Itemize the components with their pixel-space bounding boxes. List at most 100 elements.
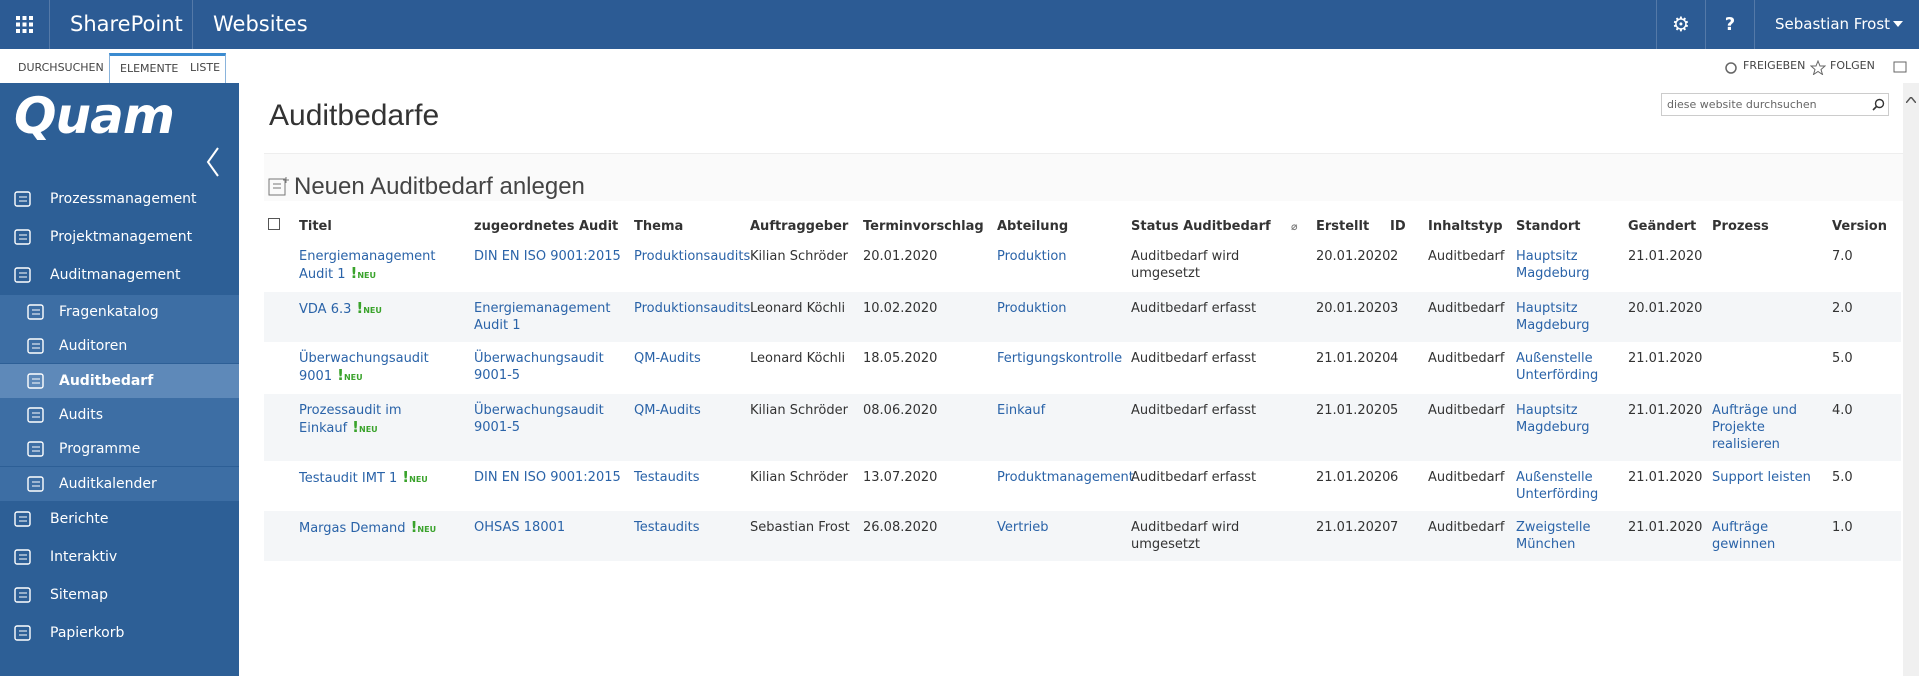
logo[interactable]: Quam — [14, 87, 175, 145]
column-header[interactable]: Geändert — [1628, 218, 1697, 234]
cell-link[interactable]: Hauptsitz Magdeburg — [1516, 403, 1590, 435]
ribbon-tab[interactable]: ELEMENTE — [109, 53, 226, 83]
ribbon-tab[interactable]: LISTE — [190, 61, 221, 74]
cell-link[interactable]: Hauptsitz Magdeburg — [1516, 249, 1590, 281]
nav-item[interactable]: Programme — [0, 432, 239, 466]
cell-link[interactable]: Prozessaudit im Einkauf — [299, 403, 402, 436]
nav-label[interactable]: Interaktiv — [50, 549, 118, 565]
row-select[interactable] — [264, 292, 299, 342]
search-icon[interactable] — [1872, 98, 1885, 111]
cell-link[interactable]: QM-Audits — [634, 403, 701, 418]
row-select[interactable] — [264, 240, 299, 292]
nav-label[interactable]: Fragenkatalog — [59, 304, 159, 320]
cell-link[interactable]: VDA 6.3 — [299, 302, 352, 317]
cell-link[interactable]: DIN EN ISO 9001:2015 — [474, 249, 621, 264]
column-header[interactable]: zugeordnetes Audit — [474, 218, 619, 234]
nav-label[interactable]: Projektmanagement — [50, 229, 193, 245]
cell-link[interactable]: DIN EN ISO 9001:2015 — [474, 470, 621, 485]
row-select[interactable] — [264, 394, 299, 461]
cell-link[interactable]: Aufträge gewinnen — [1712, 520, 1776, 552]
cell-link[interactable]: Support leisten — [1712, 470, 1811, 485]
cell-link[interactable]: Zweigstelle München — [1516, 520, 1591, 552]
nav-item[interactable]: Audits — [0, 398, 239, 432]
list-row[interactable]: Testaudit IMT 1 !NEU DIN EN ISO 9001:2015 T… — [264, 461, 1901, 511]
app-name[interactable]: SharePoint — [70, 12, 183, 36]
settings-button[interactable]: ⚙ — [1672, 12, 1690, 36]
row-select[interactable] — [264, 342, 299, 394]
nav-label[interactable]: Berichte — [50, 511, 109, 527]
collapse-button[interactable] — [206, 147, 220, 177]
cell-link[interactable]: Aufträge und Projekte realisieren — [1712, 403, 1798, 452]
column-header[interactable]: Erstellt — [1316, 218, 1370, 234]
ribbon-tab[interactable]: DURCHSUCHEN — [18, 61, 104, 74]
cell-link[interactable]: Fertigungskontrolle — [997, 351, 1123, 366]
column-header[interactable]: Titel — [299, 218, 332, 234]
column-header[interactable]: Auftraggeber — [750, 218, 849, 234]
nav-item[interactable]: Projektmanagement — [0, 220, 239, 254]
cell-link[interactable]: Testaudits — [634, 520, 700, 535]
cell-link[interactable]: Testaudit IMT 1 — [299, 471, 398, 486]
column-header[interactable]: Status Auditbedarf — [1131, 218, 1271, 234]
nav-item[interactable]: Papierkorb — [0, 616, 239, 650]
cell-link[interactable]: Einkauf — [997, 403, 1046, 418]
nav-item[interactable]: Sitemap — [0, 578, 239, 612]
app-launcher[interactable] — [16, 16, 33, 33]
nav-label[interactable]: Auditoren — [59, 338, 128, 354]
cell-link[interactable]: Überwachungsaudit 9001 — [299, 351, 429, 384]
cell-link[interactable]: Außenstelle Unterförding — [1516, 470, 1599, 502]
site-name[interactable]: Websites — [213, 12, 308, 36]
row-select[interactable] — [264, 511, 299, 561]
cell-link[interactable]: Produktion — [997, 249, 1067, 264]
list-row[interactable]: Energiemanagement Audit 1 !NEU DIN EN ISO … — [264, 240, 1901, 292]
cell-link[interactable]: QM-Audits — [634, 351, 701, 366]
column-header[interactable]: Inhaltstyp — [1428, 218, 1503, 234]
cell-link[interactable]: Überwachungsaudit 9001-5 — [474, 351, 604, 383]
new-item-link[interactable]: Neuen Auditbedarf anlegen — [294, 173, 585, 200]
search-box[interactable]: diese website durchsuchen — [1661, 93, 1889, 116]
column-header[interactable]: Version — [1832, 218, 1887, 234]
list-row[interactable]: VDA 6.3 !NEU Energiemanagement Audit 1 Prod… — [264, 292, 1901, 342]
column-header[interactable]: Prozess — [1712, 218, 1769, 234]
nav-item[interactable]: Auditoren — [0, 329, 239, 363]
nav-label[interactable]: Auditmanagement — [50, 267, 181, 283]
cell-link[interactable]: Außenstelle Unterförding — [1516, 351, 1599, 383]
nav-label[interactable]: Programme — [59, 441, 141, 457]
cell-link[interactable]: Überwachungsaudit 9001-5 — [474, 403, 604, 435]
row-select[interactable] — [264, 461, 299, 511]
nav-label[interactable]: Papierkorb — [50, 625, 125, 641]
cell-link[interactable]: Margas Demand — [299, 521, 406, 536]
select-all[interactable] — [264, 212, 299, 240]
cell-link[interactable]: Produktion — [997, 301, 1067, 316]
nav-label[interactable]: Prozessmanagement — [50, 191, 197, 207]
checkbox[interactable] — [268, 217, 280, 230]
list-row[interactable]: Margas Demand !NEU OHSAS 18001 Testaudits Se… — [264, 511, 1901, 561]
nav-item[interactable]: Interaktiv — [0, 540, 239, 574]
column-header[interactable]: Terminvorschlag — [863, 218, 984, 234]
cell-link[interactable]: OHSAS 18001 — [474, 520, 566, 535]
cell-link[interactable]: Produktmanagement — [997, 470, 1134, 485]
list-row[interactable]: Überwachungsaudit 9001 !NEU Überwachungsau… — [264, 342, 1901, 394]
cell-link[interactable]: Energiemanagement Audit 1 — [299, 249, 436, 282]
help-button[interactable]: ? — [1724, 14, 1736, 35]
column-header[interactable]: Thema — [634, 218, 684, 234]
scrollbar[interactable] — [1903, 83, 1919, 676]
nav-label[interactable]: Sitemap — [50, 587, 108, 603]
focus-icon[interactable] — [1892, 60, 1908, 74]
nav-item[interactable]: Auditkalender — [0, 467, 239, 501]
cell-link[interactable]: Testaudits — [634, 470, 700, 485]
column-header[interactable]: Standort — [1516, 218, 1581, 234]
cell-link[interactable]: Energiemanagement Audit 1 — [474, 301, 611, 333]
nav-label[interactable]: Auditkalender — [59, 476, 157, 492]
share-button[interactable]: FREIGEBEN — [1743, 59, 1806, 72]
nav-label[interactable]: Auditbedarf — [59, 373, 154, 389]
column-header[interactable]: Abteilung — [997, 218, 1069, 234]
nav-item[interactable]: Fragenkatalog — [0, 295, 239, 329]
list-row[interactable]: Prozessaudit im Einkauf !NEU Überwachungsa… — [264, 394, 1901, 461]
nav-item[interactable]: Berichte — [0, 502, 239, 536]
user-menu[interactable]: Sebastian Frost — [1775, 15, 1891, 33]
follow-button[interactable]: FOLGEN — [1830, 59, 1875, 72]
column-header[interactable]: ID — [1390, 218, 1406, 234]
cell-link[interactable]: Hauptsitz Magdeburg — [1516, 301, 1590, 333]
nav-item[interactable]: Auditmanagement — [0, 258, 239, 292]
nav-item[interactable]: Prozessmanagement — [0, 182, 239, 216]
